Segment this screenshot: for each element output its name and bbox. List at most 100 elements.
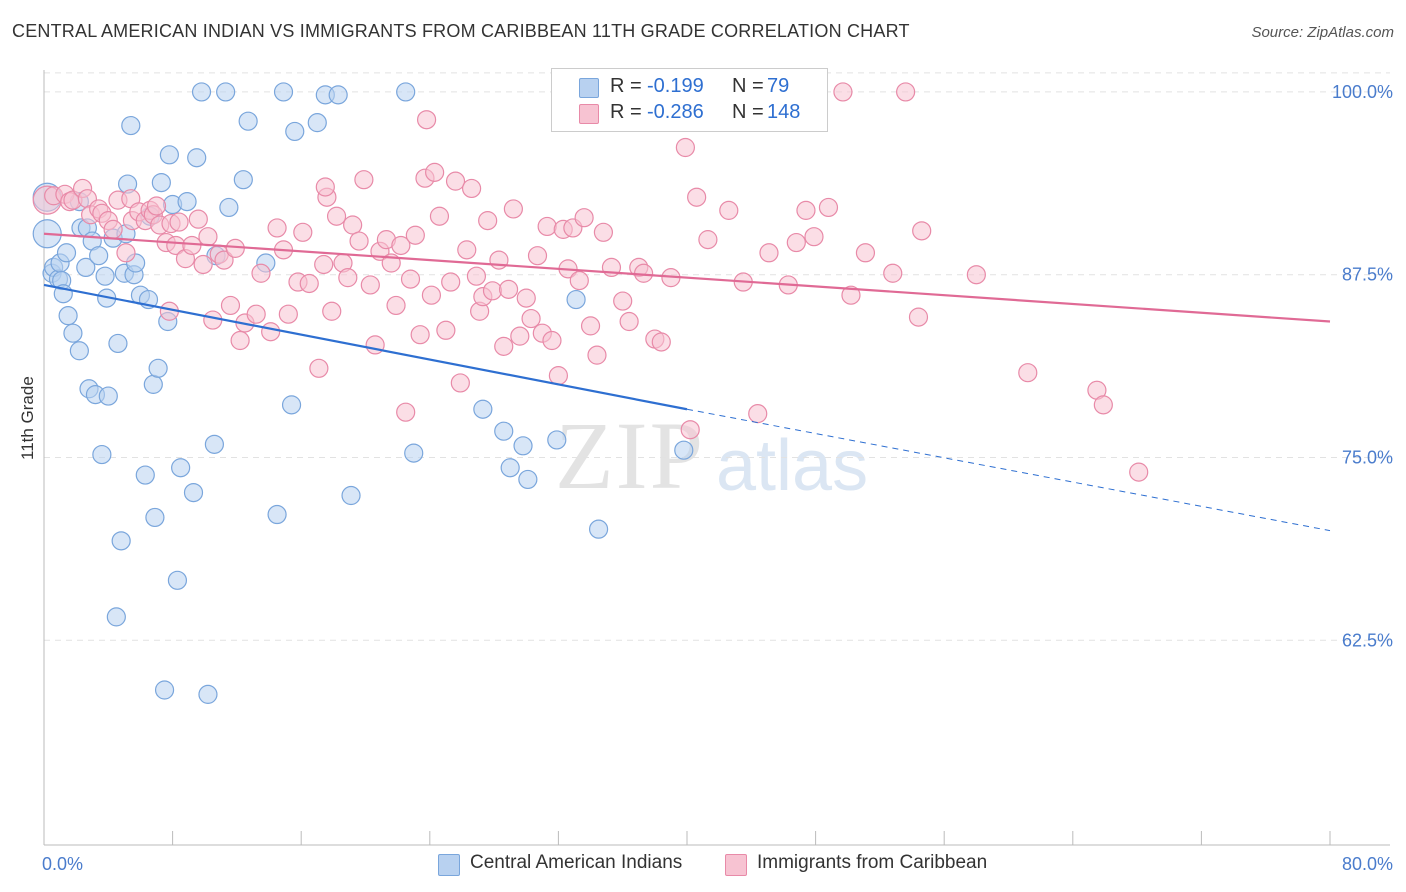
y-tick-label: 62.5% [1342,630,1393,650]
trend-line-extension-central-american-indians [686,408,1331,532]
point-central-american-indians [145,507,165,528]
point-immigrants-from-caribbean [542,330,562,351]
point-immigrants-from-caribbean [338,268,358,288]
point-immigrants-from-caribbean [326,206,347,226]
point-central-american-indians [233,170,253,190]
point-central-american-indians [187,148,207,168]
legend-r-value: -0.286 [647,101,704,123]
point-central-american-indians [500,458,520,478]
trend-line-central-american-indians [43,283,688,411]
point-central-american-indians [177,192,197,212]
point-immigrants-from-caribbean [966,265,986,285]
point-immigrants-from-caribbean [193,254,213,275]
point-central-american-indians [396,82,416,102]
legend-n-label: N = [732,101,764,123]
point-central-american-indians [566,289,586,310]
point-immigrants-from-caribbean [498,279,519,299]
point-central-american-indians [281,395,302,415]
point-immigrants-from-caribbean [396,402,416,422]
point-immigrants-from-caribbean [719,200,739,220]
point-central-american-indians [404,443,424,463]
bottom-legend-immigrants-from-caribbean: Immigrants from Caribbean [757,852,988,873]
point-immigrants-from-caribbean [759,243,779,263]
point-central-american-indians [547,430,567,450]
point-central-american-indians [143,374,163,394]
point-immigrants-from-caribbean [251,263,271,283]
point-immigrants-from-caribbean [587,345,607,365]
point-immigrants-from-caribbean [182,235,202,256]
legend-swatch-blue [579,78,599,98]
point-central-american-indians [341,485,361,506]
y-tick-label: 100.0% [1332,82,1393,102]
x-tick-label: 80.0% [1342,854,1393,874]
point-immigrants-from-caribbean [146,196,167,216]
point-immigrants-from-caribbean [466,266,487,286]
point-central-american-indians [121,115,141,136]
bottom-legend-central-american-indians: Central American Indians [470,852,683,873]
watermark-atlas: atlas [716,426,869,506]
point-immigrants-from-caribbean [441,272,461,292]
point-immigrants-from-caribbean [416,110,437,130]
point-central-american-indians [273,82,294,102]
point-immigrants-from-caribbean [698,230,718,250]
point-central-american-indians [148,358,168,378]
point-central-american-indians [238,111,258,131]
point-immigrants-from-caribbean [489,250,509,270]
point-immigrants-from-caribbean [896,82,916,102]
point-central-american-indians [285,121,305,142]
trend-line-immigrants-from-caribbean [43,232,1331,323]
point-central-american-indians [63,323,83,343]
point-central-american-indians [198,684,218,704]
bottom-legend-swatch-pink [725,854,747,876]
point-immigrants-from-caribbean [883,263,903,283]
point-immigrants-from-caribbean [527,246,548,266]
legend-r-label: R = [610,101,642,123]
point-immigrants-from-caribbean [855,243,876,263]
point-central-american-indians [108,333,128,354]
point-immigrants-from-caribbean [574,208,594,228]
point-central-american-indians [171,458,191,478]
point-central-american-indians [307,113,327,133]
correlation-legend: R = -0.199 N = 79 R = -0.286 N = 148 [551,68,828,132]
point-immigrants-from-caribbean [619,311,639,332]
point-immigrants-from-caribbean [299,273,319,294]
point-immigrants-from-caribbean [386,295,406,316]
point-central-american-indians [191,82,212,102]
point-immigrants-from-caribbean [675,137,695,158]
point-central-american-indians [69,341,89,361]
point-immigrants-from-caribbean [421,285,442,305]
point-central-american-indians [473,399,493,419]
point-central-american-indians [588,519,609,539]
point-immigrants-from-caribbean [230,330,250,351]
point-immigrants-from-caribbean [410,325,430,345]
point-immigrants-from-caribbean [804,227,824,247]
point-immigrants-from-caribbean [188,209,208,229]
point-immigrants-from-caribbean [748,404,768,424]
source-label: Source: ZipAtlas.com [1251,24,1394,41]
point-immigrants-from-caribbean [833,82,853,102]
point-immigrants-from-caribbean [680,420,700,440]
point-immigrants-from-caribbean [261,322,281,342]
point-immigrants-from-caribbean [309,358,329,378]
point-immigrants-from-caribbean [593,222,614,242]
point-immigrants-from-caribbean [246,304,266,324]
point-immigrants-from-caribbean [503,199,523,219]
point-immigrants-from-caribbean [343,215,363,235]
point-immigrants-from-caribbean [314,254,334,275]
point-immigrants-from-caribbean [103,219,123,239]
point-central-american-indians [167,570,188,590]
legend-r-label: R = [610,75,642,97]
legend-n-value: 79 [767,75,790,97]
point-immigrants-from-caribbean [278,304,298,324]
point-central-american-indians [183,482,204,503]
point-immigrants-from-caribbean [510,326,530,346]
point-central-american-indians [513,436,533,456]
point-immigrants-from-caribbean [818,197,839,218]
point-immigrants-from-caribbean [1093,395,1113,415]
legend-swatch-pink [579,104,599,124]
point-immigrants-from-caribbean [521,308,541,329]
point-central-american-indians [89,246,109,266]
point-immigrants-from-caribbean [482,281,503,301]
point-immigrants-from-caribbean [293,222,313,242]
